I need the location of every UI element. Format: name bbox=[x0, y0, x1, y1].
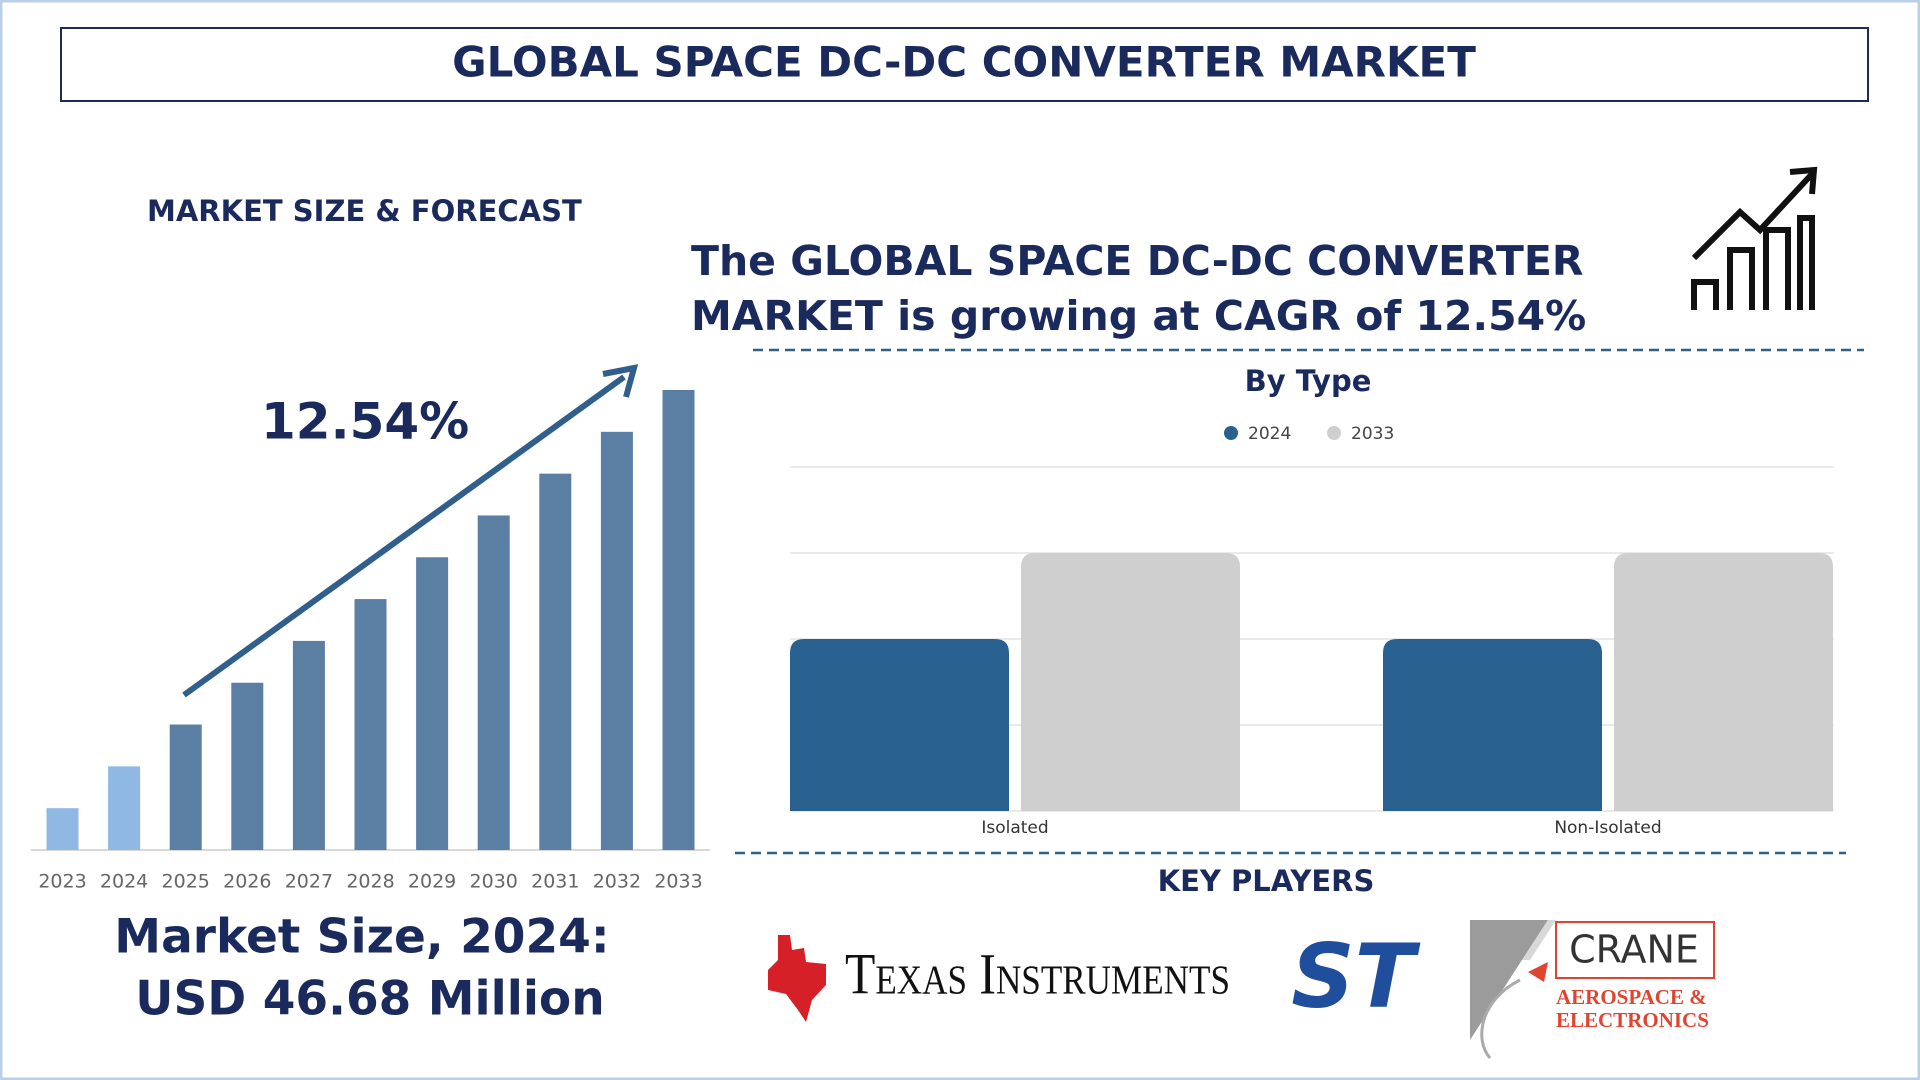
bar bbox=[477, 515, 510, 850]
market-size: USD 46.68 Million bbox=[135, 972, 604, 1027]
legend-marker bbox=[1224, 426, 1238, 440]
bar bbox=[169, 724, 202, 850]
bar bbox=[231, 682, 264, 850]
title: GLOBAL SPACE DC-DC CONVERTER MARKET bbox=[452, 38, 1476, 87]
bar bbox=[539, 473, 572, 850]
x-tick-label: 2024 bbox=[100, 871, 148, 893]
chart-title: By Type bbox=[1245, 364, 1372, 398]
bar bbox=[1614, 553, 1833, 811]
x-tick-label: 2028 bbox=[346, 871, 394, 893]
bar bbox=[416, 557, 449, 850]
market-size: Market Size, 2024: bbox=[114, 910, 609, 965]
x-tick-label: 2027 bbox=[285, 871, 333, 893]
crane-shape bbox=[1522, 920, 1556, 960]
x-tick-label: 2031 bbox=[531, 871, 579, 893]
texas-instruments-logo: Texas Instruments bbox=[768, 935, 1230, 1022]
bar bbox=[292, 640, 325, 850]
legend-label: 2033 bbox=[1351, 424, 1394, 444]
company-name: AEROSPACE & bbox=[1556, 985, 1707, 1009]
company-name: ST bbox=[1291, 925, 1420, 1028]
bar bbox=[354, 599, 387, 850]
legend-label: 2024 bbox=[1248, 424, 1291, 444]
bar bbox=[108, 766, 141, 850]
growth-arrow bbox=[182, 374, 626, 698]
summary-line: MARKET is growing at CAGR of 12.54% bbox=[691, 292, 1586, 340]
ti-emblem bbox=[768, 935, 826, 1022]
x-tick-label: Non-Isolated bbox=[1554, 818, 1661, 838]
company-name: ELECTRONICS bbox=[1556, 1008, 1709, 1032]
bar bbox=[600, 431, 633, 850]
section-heading: KEY PLAYERS bbox=[1158, 864, 1375, 898]
bar bbox=[662, 390, 695, 850]
x-tick-label: 2029 bbox=[408, 871, 456, 893]
crane-shape bbox=[1528, 962, 1548, 982]
crane-box bbox=[1555, 921, 1715, 979]
bar bbox=[790, 639, 1009, 811]
crane-shape bbox=[1480, 978, 1521, 1059]
x-tick-label: 2032 bbox=[593, 871, 641, 893]
summary-line: The GLOBAL SPACE DC-DC CONVERTER bbox=[691, 237, 1583, 285]
x-tick-label: 2025 bbox=[162, 871, 210, 893]
title-box bbox=[60, 27, 1869, 102]
growth-arrow-head bbox=[602, 364, 639, 398]
crane-logo: CRANE AEROSPACE & ELECTRONICS bbox=[1470, 920, 1715, 1059]
bar bbox=[1383, 639, 1602, 811]
growth-icon bbox=[1691, 166, 1818, 310]
x-tick-label: Isolated bbox=[981, 818, 1048, 838]
bar bbox=[1021, 553, 1240, 811]
x-tick-label: 2033 bbox=[654, 871, 702, 893]
x-tick-label: 2026 bbox=[223, 871, 271, 893]
cagr-label: 12.54% bbox=[261, 393, 469, 451]
x-tick-label: 2023 bbox=[38, 871, 86, 893]
company-name: CRANE bbox=[1569, 928, 1699, 972]
x-tick-label: 2030 bbox=[470, 871, 518, 893]
company-name: Texas Instruments bbox=[845, 941, 1230, 1006]
section-heading: MARKET SIZE & FORECAST bbox=[147, 194, 582, 228]
legend-marker bbox=[1327, 426, 1341, 440]
bar bbox=[46, 808, 79, 850]
